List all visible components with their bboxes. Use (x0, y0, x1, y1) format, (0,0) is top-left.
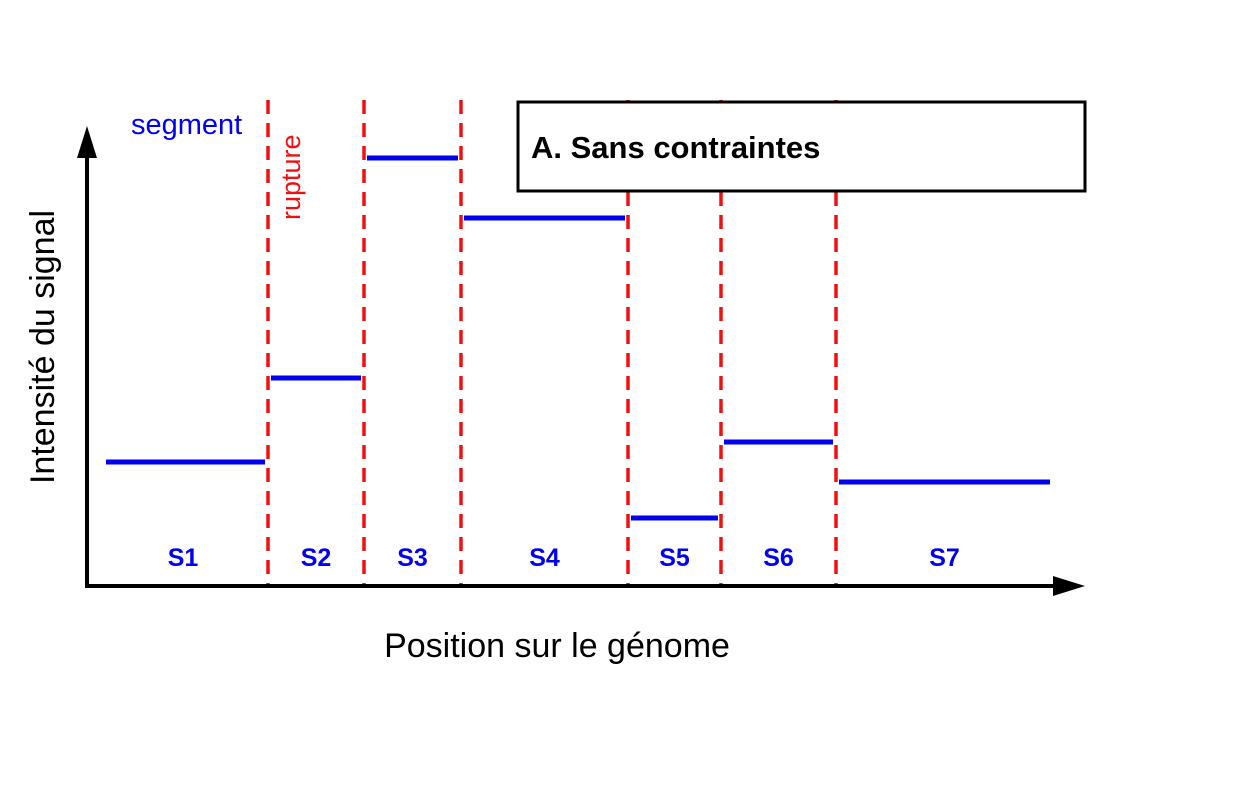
segment-label-s7: S7 (929, 544, 960, 572)
segment-lines (106, 155, 1050, 521)
segment-legend-label: segment (131, 109, 242, 141)
x-axis-arrow-icon (1053, 576, 1085, 596)
segment-label-s3: S3 (397, 544, 428, 572)
segment-label-s6: S6 (763, 544, 794, 572)
segment-label-s4: S4 (529, 544, 560, 572)
segment-label-s1: S1 (168, 544, 199, 572)
x-axis-label: Position sur le génome (384, 627, 730, 665)
rupture-legend-label: rupture (276, 134, 306, 220)
segment-label-s5: S5 (659, 544, 690, 572)
title-box (516, 100, 1087, 193)
y-axis-label: Intensité du signal (24, 210, 62, 484)
segment-label-s2: S2 (301, 544, 332, 572)
segment-name-labels: S1 S2 S3 S4 S5 S6 S7 (168, 544, 960, 572)
chart-title: A. Sans contraintes (531, 130, 820, 165)
y-axis-arrow-icon (77, 126, 97, 158)
